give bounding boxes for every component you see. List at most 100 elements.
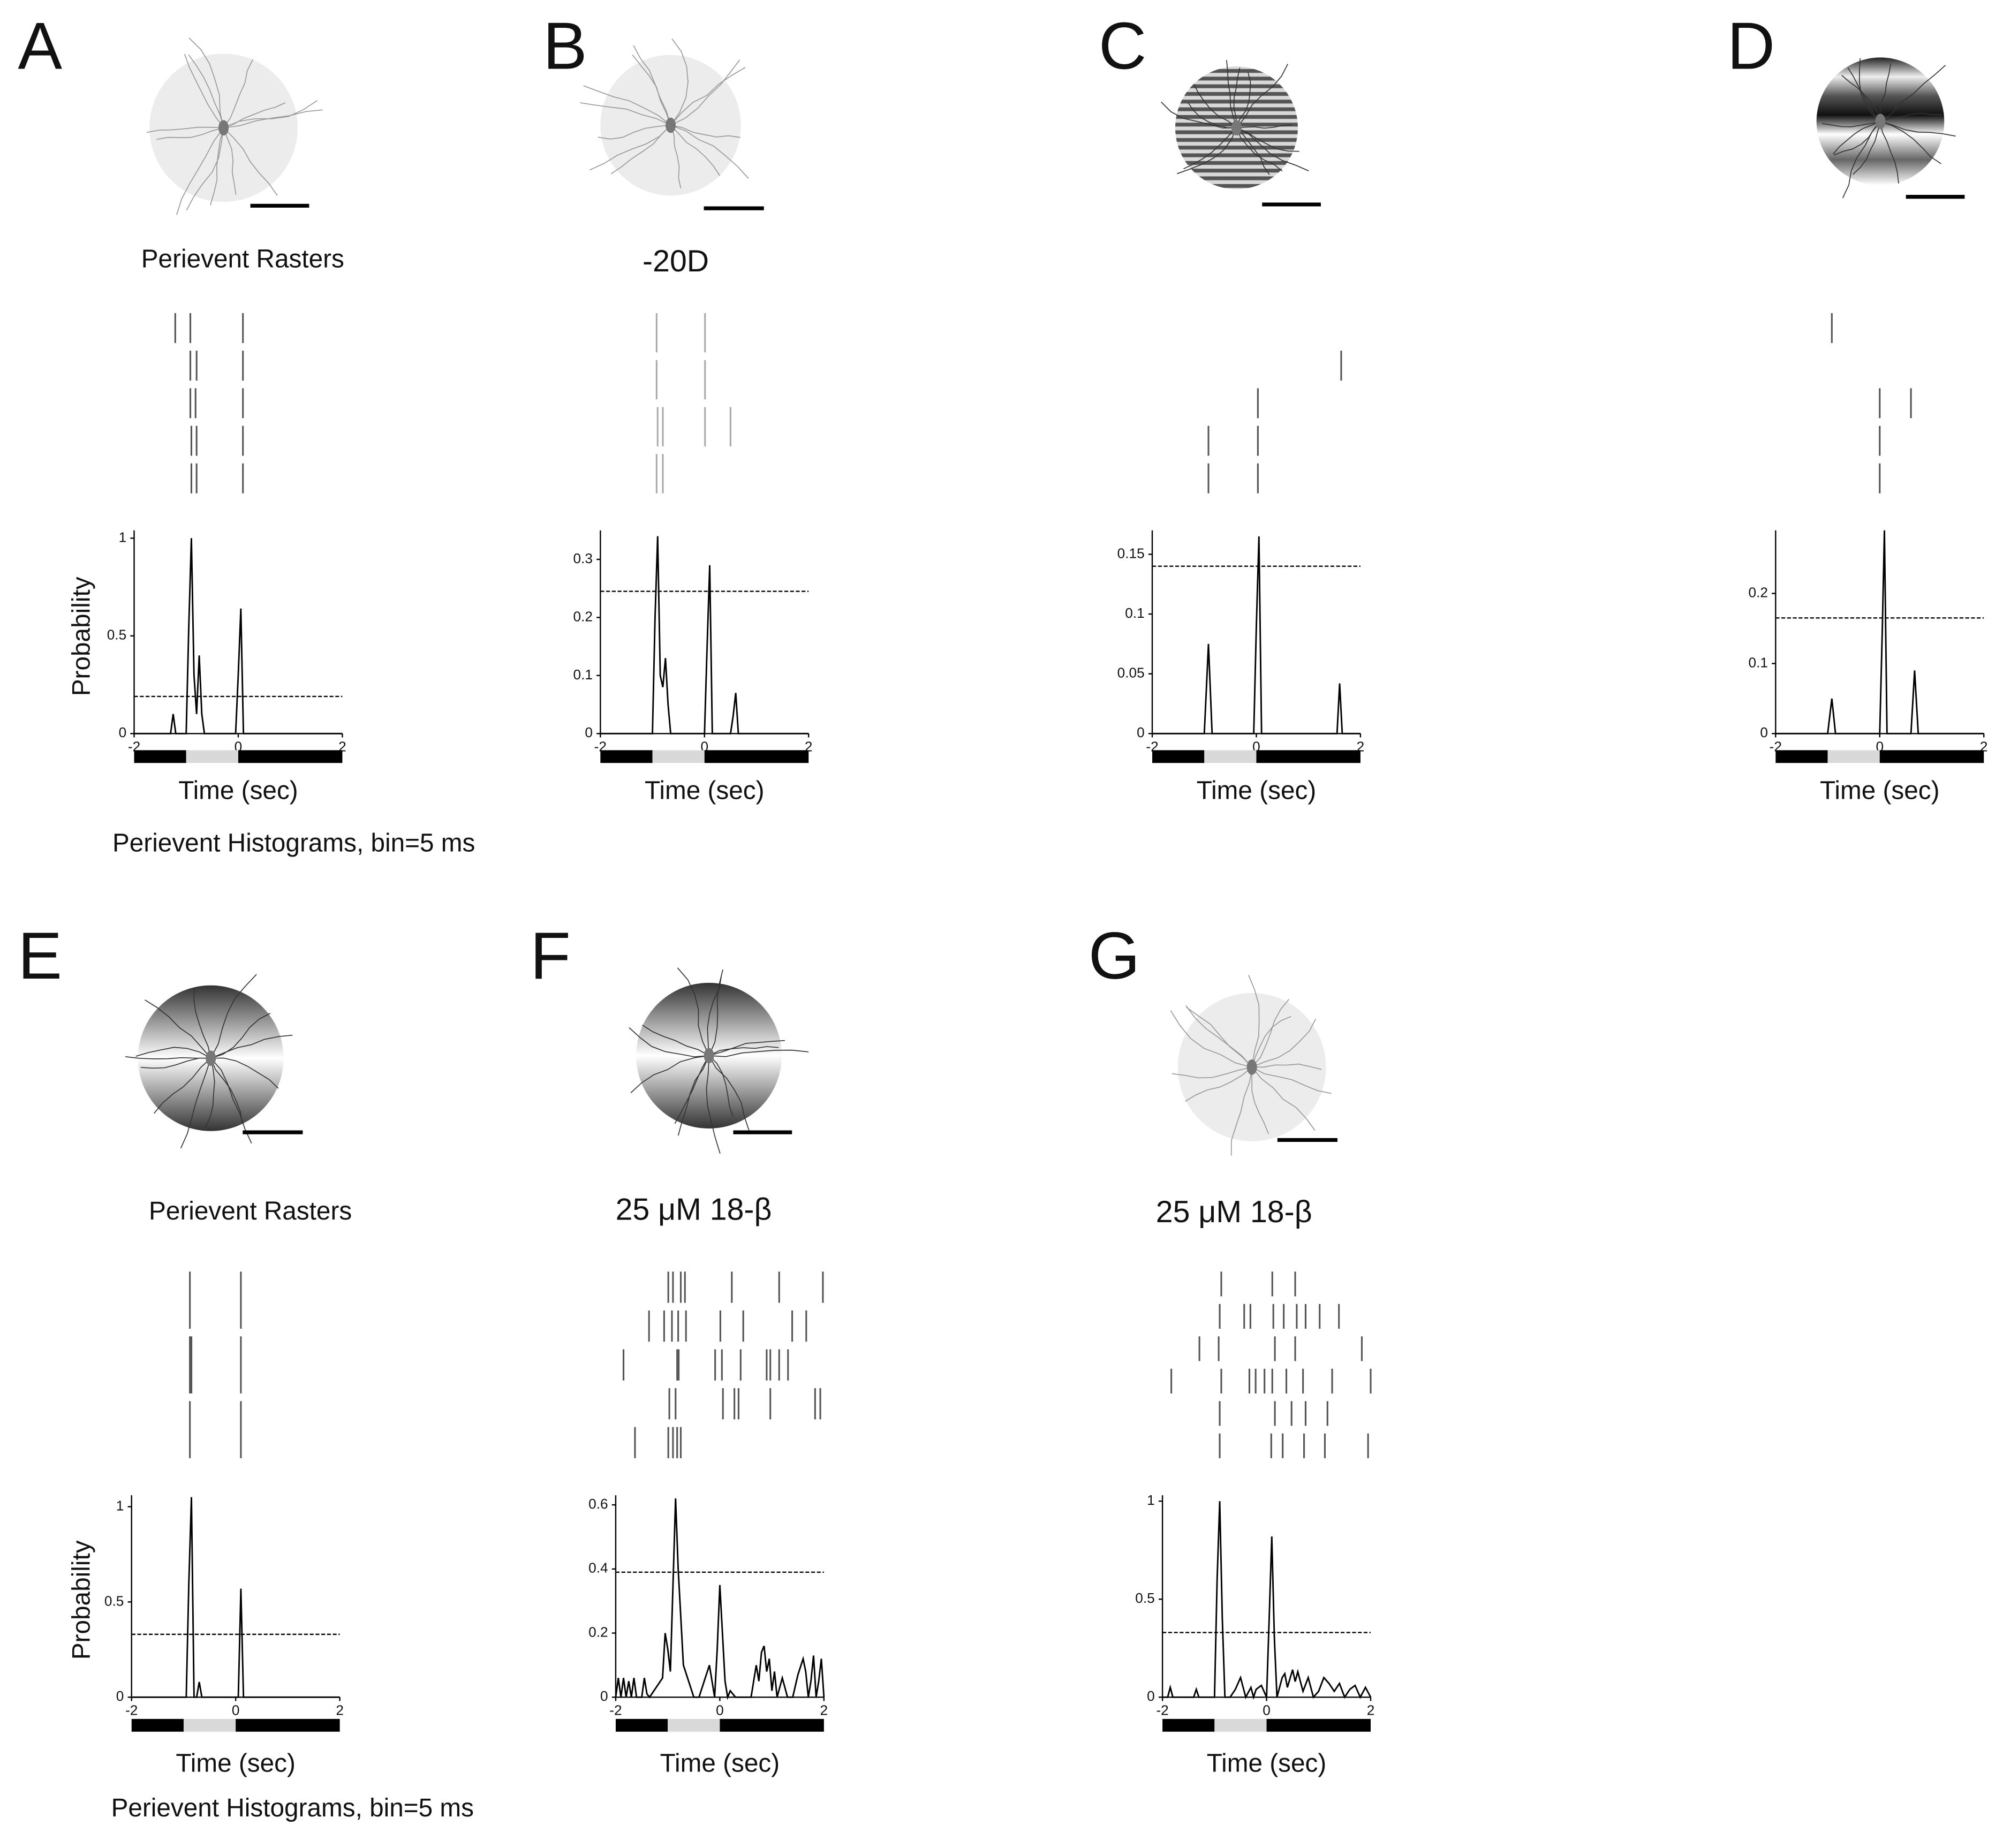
soma	[666, 117, 676, 133]
dendrite	[1251, 1018, 1317, 1068]
dendrite	[1858, 58, 1881, 122]
dendrite	[1853, 121, 1881, 175]
y-tick-label: 0.5	[104, 1593, 124, 1609]
x-tick-label: -2	[125, 1702, 138, 1718]
dendrite	[210, 1013, 270, 1059]
dendrite	[1251, 1066, 1332, 1094]
dendrite	[205, 1058, 215, 1129]
dendrite	[1251, 1016, 1291, 1067]
x-tick-label: -2	[609, 1702, 622, 1718]
dendrite	[1185, 1005, 1252, 1067]
dendrite	[145, 999, 211, 1059]
dendrite	[707, 975, 722, 1056]
x-axis-label: Time (sec)	[660, 1749, 780, 1777]
epoch-bar	[1827, 750, 1880, 763]
epoch-bar	[1204, 750, 1257, 763]
dendrite	[1880, 121, 1899, 184]
dendrite	[580, 102, 671, 126]
x-tick-label: 0	[716, 1702, 724, 1718]
dendrite	[176, 127, 224, 215]
y-tick-label: 0.1	[1749, 654, 1768, 670]
y-tick-label: 0.2	[1749, 584, 1768, 600]
dendrite	[223, 127, 278, 196]
x-tick-label: 2	[1367, 1702, 1375, 1718]
dendrite	[210, 127, 224, 206]
histogram-line	[134, 538, 343, 734]
epoch-bar	[186, 750, 238, 763]
y-tick-label: 1	[1147, 1492, 1155, 1508]
panel-title: 25 μM 18-β	[1156, 1195, 1312, 1229]
dendrite	[1251, 998, 1290, 1067]
x-tick-label: 0	[1263, 1702, 1271, 1718]
dendrite	[223, 59, 253, 128]
dendrite	[186, 127, 224, 211]
dendrite	[1834, 121, 1881, 156]
y-tick-label: 0	[1760, 724, 1768, 740]
dendrite	[1251, 1067, 1269, 1134]
epoch-bar	[183, 1718, 236, 1732]
y-tick-label: 1	[116, 1497, 124, 1513]
dendrite	[1236, 127, 1270, 175]
dendrite	[670, 59, 740, 126]
dendrite	[1841, 74, 1881, 122]
dendrite	[633, 45, 671, 126]
y-tick-label: 0	[600, 1688, 608, 1704]
epoch-bar	[1152, 750, 1205, 763]
histogram-line	[1775, 530, 1984, 734]
dendrite	[670, 38, 689, 126]
dendrite	[1880, 120, 1956, 137]
panel-title: 25 μM 18-β	[616, 1192, 772, 1226]
dendrite	[223, 109, 323, 128]
soma	[1875, 113, 1886, 130]
dendrite	[1183, 127, 1237, 170]
dendrite	[1879, 63, 1892, 122]
dendrite	[610, 125, 671, 175]
y-tick-label: 0.6	[588, 1496, 608, 1512]
panel-label: C	[1099, 9, 1147, 83]
x-tick-label: -2	[1156, 1702, 1168, 1718]
dendrite	[708, 1040, 785, 1056]
x-axis-label: Time (sec)	[1207, 1749, 1327, 1777]
dendrite	[1170, 1010, 1252, 1068]
soma	[704, 1048, 714, 1064]
dendrite	[1177, 127, 1237, 175]
panel-label: F	[530, 919, 571, 993]
dendrite	[677, 967, 709, 1056]
epoch-bar	[652, 750, 705, 763]
dendrite	[677, 1055, 709, 1136]
dendrite	[629, 1027, 709, 1057]
dendrite	[642, 1025, 709, 1056]
dendrite	[210, 1034, 293, 1059]
epoch-bar	[1256, 750, 1360, 763]
dendrite	[1161, 101, 1237, 129]
dendrite	[1186, 1006, 1252, 1067]
dendrite	[188, 37, 224, 128]
dendrite	[146, 126, 224, 133]
y-tick-label: 0.5	[1135, 1590, 1154, 1606]
y-tick-label: 0.2	[573, 608, 593, 624]
y-tick-label: 0.5	[107, 627, 126, 643]
panel-label: A	[18, 9, 62, 83]
x-axis-label: Time (sec)	[176, 1749, 296, 1777]
dendrite	[1188, 102, 1237, 128]
dendrite	[1252, 1063, 1322, 1070]
caption: Perievent Histograms, bin=5 ms	[111, 1794, 474, 1822]
dendrite	[1233, 67, 1241, 128]
dendrite	[708, 1055, 750, 1131]
dendrite	[1251, 1066, 1316, 1131]
dendrite	[708, 970, 723, 1056]
y-tick-label: 0.1	[1125, 605, 1144, 621]
y-tick-label: 0	[116, 1688, 124, 1704]
soma	[1231, 120, 1242, 136]
epoch-bar	[615, 1718, 668, 1732]
y-axis-label: Probability	[67, 1540, 96, 1660]
epoch-bar	[1775, 750, 1828, 763]
dendrite	[1236, 64, 1288, 128]
dendrite	[630, 1055, 709, 1093]
x-tick-label: 0	[232, 1702, 240, 1718]
dendrite	[1226, 60, 1237, 128]
epoch-bar	[131, 1718, 184, 1732]
histogram-line	[615, 1498, 825, 1700]
dendrite	[706, 1055, 721, 1154]
